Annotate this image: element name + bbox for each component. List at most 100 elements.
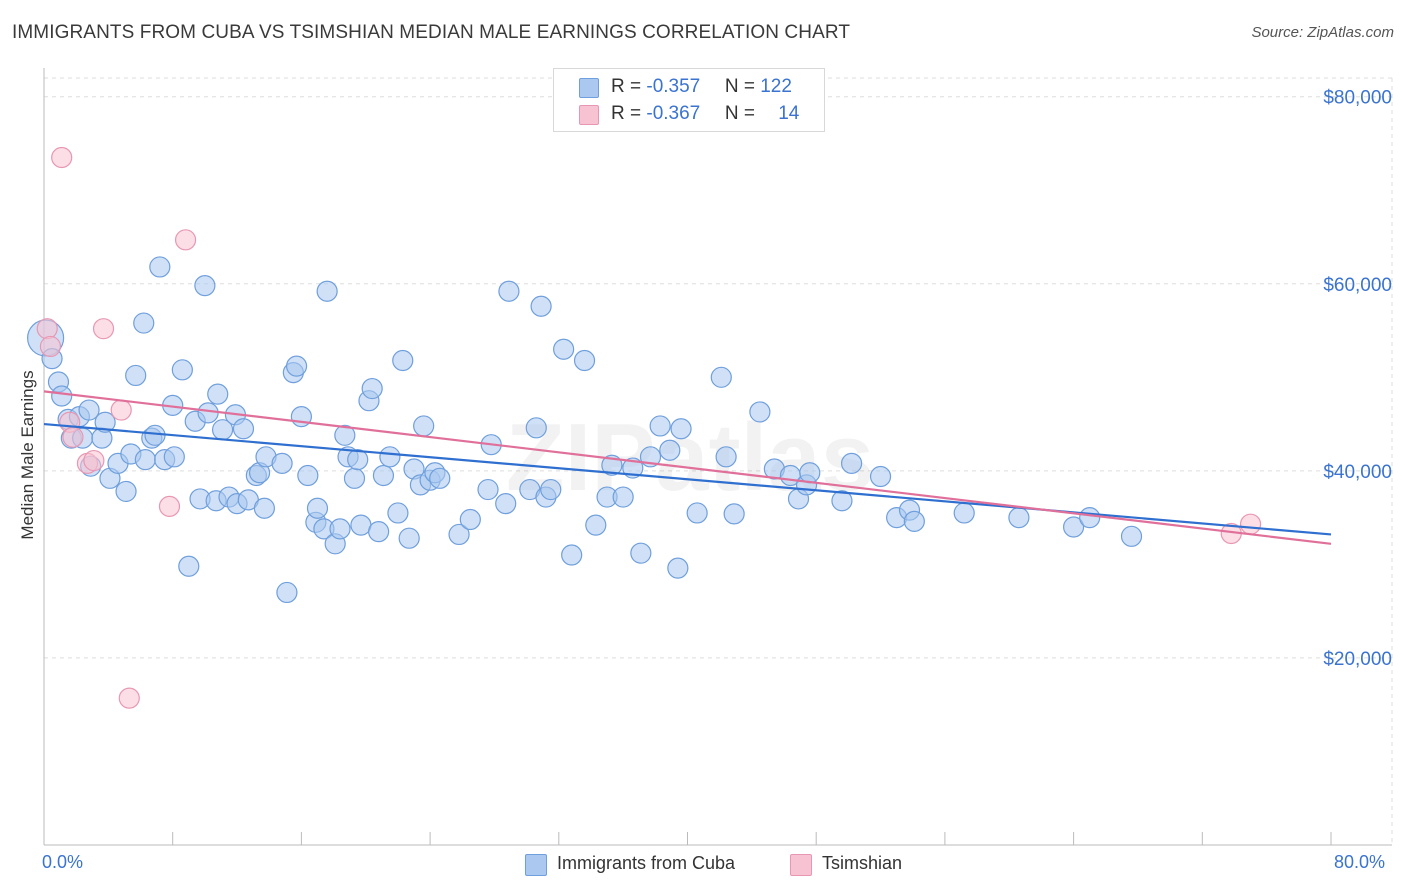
y-tick-label: $20,000 bbox=[1323, 649, 1392, 670]
data-point bbox=[659, 439, 681, 461]
data-point bbox=[92, 318, 115, 340]
data-point bbox=[125, 364, 147, 387]
data-point bbox=[62, 426, 84, 448]
data-point bbox=[36, 318, 58, 340]
n-label: N = bbox=[724, 76, 761, 97]
data-point bbox=[387, 502, 409, 524]
legend-label: Tsimshian bbox=[822, 853, 903, 873]
data-point bbox=[1008, 507, 1030, 529]
data-point bbox=[561, 544, 583, 566]
data-point bbox=[51, 385, 73, 407]
data-point bbox=[271, 452, 293, 474]
trend-lines bbox=[43, 390, 1332, 545]
correlation-legend: R = -0.357 N = 122 R = -0.367 N = 14 bbox=[553, 68, 825, 132]
data-point bbox=[540, 478, 562, 501]
r-label: R = bbox=[611, 76, 647, 97]
data-point bbox=[495, 492, 517, 515]
data-point bbox=[347, 449, 369, 471]
data-point bbox=[276, 581, 298, 604]
data-point bbox=[329, 518, 351, 540]
x-tick-max: 80.0% bbox=[1334, 852, 1386, 872]
data-point bbox=[158, 495, 181, 517]
data-point bbox=[368, 521, 390, 543]
data-point bbox=[573, 349, 596, 372]
data-point bbox=[334, 424, 356, 446]
data-point bbox=[1062, 516, 1085, 538]
data-point bbox=[530, 295, 552, 317]
data-point bbox=[194, 275, 216, 297]
data-point bbox=[1239, 513, 1262, 535]
data-point bbox=[448, 523, 470, 546]
data-point bbox=[622, 457, 644, 479]
data-point bbox=[1079, 507, 1101, 529]
n-value: 122 bbox=[760, 76, 792, 97]
data-point bbox=[612, 486, 634, 508]
data-point bbox=[398, 527, 420, 549]
data-point bbox=[253, 497, 275, 519]
data-point bbox=[799, 462, 821, 484]
data-point bbox=[197, 402, 219, 424]
data-point bbox=[710, 366, 732, 388]
legend-swatch-pink bbox=[579, 105, 599, 125]
data-point bbox=[232, 418, 255, 440]
y-tick-labels: $20,000 $40,000 $60,000 $80,000 bbox=[1323, 88, 1392, 670]
data-point bbox=[51, 146, 73, 169]
data-point bbox=[144, 424, 166, 446]
data-point bbox=[1120, 525, 1143, 547]
legend-row-text: R = -0.367 N = 14 bbox=[611, 103, 799, 125]
data-point bbox=[178, 555, 200, 577]
data-point bbox=[585, 514, 607, 536]
r-value: -0.367 bbox=[646, 103, 701, 124]
data-point bbox=[649, 415, 671, 437]
data-point bbox=[115, 480, 137, 503]
data-point bbox=[361, 377, 383, 400]
data-point bbox=[379, 446, 401, 468]
data-point bbox=[670, 418, 692, 440]
data-point bbox=[174, 229, 197, 251]
data-point bbox=[306, 497, 329, 519]
data-point bbox=[297, 464, 319, 487]
y-tick-label: $60,000 bbox=[1323, 275, 1392, 296]
axes bbox=[43, 68, 1392, 846]
data-point bbox=[372, 464, 395, 487]
data-point bbox=[723, 503, 745, 525]
data-point bbox=[316, 280, 338, 302]
data-point bbox=[83, 449, 105, 472]
data-point bbox=[840, 452, 863, 474]
legend-swatch-blue bbox=[579, 78, 599, 98]
trend-line-cuba bbox=[43, 422, 1332, 536]
data-point bbox=[953, 502, 975, 524]
data-point bbox=[94, 411, 116, 433]
data-point bbox=[630, 542, 652, 564]
data-point bbox=[749, 401, 771, 423]
data-point bbox=[350, 514, 372, 536]
r-value: -0.357 bbox=[646, 76, 701, 97]
data-point bbox=[110, 399, 132, 421]
x-tick-min: 0.0% bbox=[42, 852, 84, 872]
n-value: 14 bbox=[778, 103, 800, 124]
data-point bbox=[869, 465, 892, 488]
watermark: ZIPatlas bbox=[506, 404, 874, 511]
data-point bbox=[525, 417, 547, 439]
legend-label: Immigrants from Cuba bbox=[557, 853, 736, 873]
source-label: Source: ZipAtlas.com bbox=[1251, 24, 1394, 41]
data-point bbox=[171, 359, 193, 381]
data-point bbox=[133, 312, 155, 334]
data-point bbox=[477, 478, 499, 501]
data-point bbox=[78, 399, 100, 421]
data-point bbox=[207, 383, 229, 405]
data-point bbox=[149, 256, 171, 278]
y-tick-label: $40,000 bbox=[1323, 462, 1392, 483]
trend-line-tsimshian bbox=[43, 390, 1332, 545]
data-point bbox=[498, 280, 520, 302]
data-point bbox=[667, 557, 689, 579]
data-point bbox=[163, 446, 185, 468]
data-point bbox=[686, 502, 708, 524]
data-point bbox=[459, 508, 481, 531]
data-point bbox=[831, 490, 853, 512]
legend-swatch-blue bbox=[525, 854, 547, 876]
data-point bbox=[392, 349, 414, 372]
data-point bbox=[903, 510, 925, 532]
data-point bbox=[429, 467, 451, 489]
